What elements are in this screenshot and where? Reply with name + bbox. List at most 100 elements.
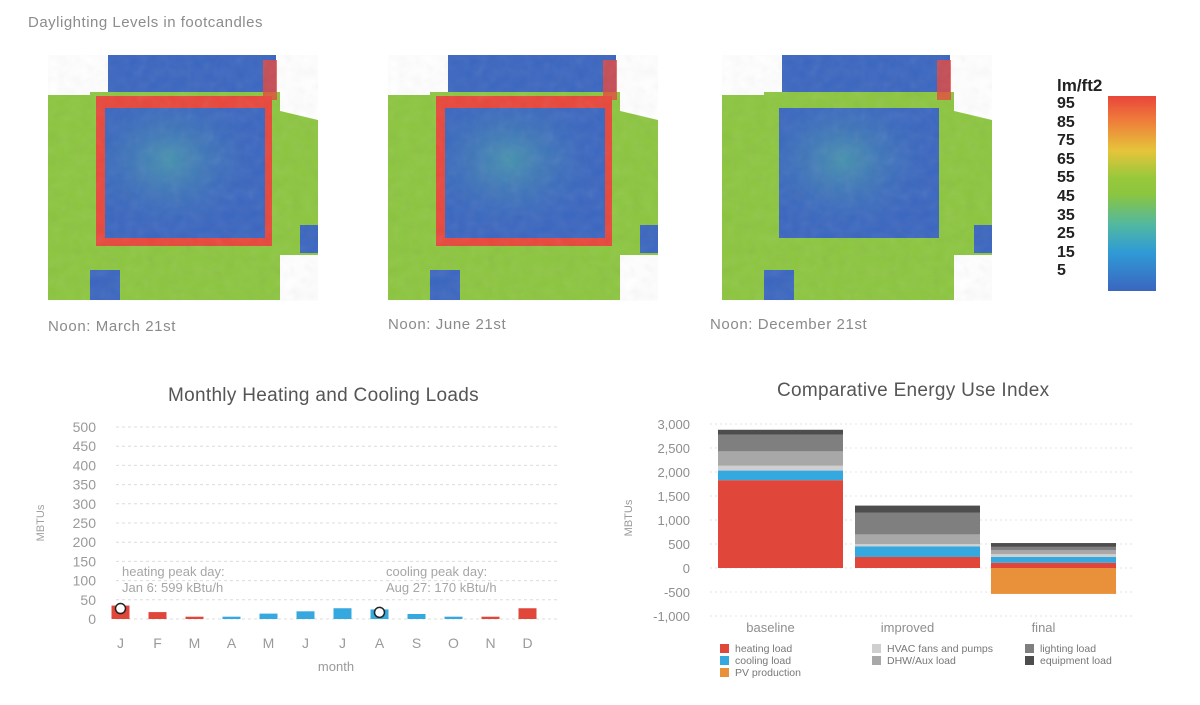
legend-tick-15: 15 [1057, 243, 1075, 261]
x-tick-label: D [522, 635, 532, 651]
heating-bar-M [185, 616, 204, 619]
legend-tick-45: 45 [1057, 188, 1075, 205]
x-tick-label: final [1032, 620, 1056, 635]
legend-label: PV production [735, 667, 801, 679]
y-tick-label: 0 [683, 561, 690, 576]
heating-bar-F [148, 612, 167, 619]
legend-tick-95: 95 [1057, 95, 1075, 112]
y-axis-label: MBTUs [623, 499, 635, 536]
caption-march: Noon: March 21st [48, 318, 176, 335]
y-tick-label: 250 [73, 515, 97, 531]
daylight-map-december [722, 55, 992, 301]
legend-tick-55: 55 [1057, 169, 1075, 187]
peak-annotation-title: heating peak day: [122, 564, 225, 579]
segment-pv-production-final [991, 568, 1116, 594]
legend-swatch [720, 644, 729, 653]
x-tick-label: A [227, 635, 237, 651]
eui-chart-title: Comparative Energy Use Index [777, 380, 1050, 401]
segment-heating-load-improved [855, 556, 980, 568]
cooling-bar-J [333, 608, 352, 619]
segment-cooling-load-baseline [718, 470, 843, 481]
legend-tick-65: 65 [1057, 150, 1075, 168]
y-tick-label: 1,500 [657, 489, 690, 504]
heating-bar-D [518, 608, 537, 619]
y-tick-label: 100 [73, 573, 97, 589]
legend-swatch [872, 656, 881, 665]
segment-hvac-fans-and-pumps-improved [855, 544, 980, 547]
segment-equipment-load-baseline [718, 429, 843, 435]
daylight-map-june [388, 55, 658, 301]
cooling-bar-O [444, 616, 463, 619]
cooling-bar-S [407, 614, 426, 619]
legend-tick-75: 75 [1057, 132, 1075, 150]
segment-cooling-load-improved [855, 546, 980, 557]
segment-dhw-aux-load-final [991, 550, 1116, 555]
daylight-map-march [48, 55, 318, 301]
y-tick-label: 2,500 [657, 441, 690, 456]
x-tick-label: N [485, 635, 495, 651]
legend-swatch [720, 668, 729, 677]
legend-unit: lm/ft2 [1057, 76, 1103, 95]
y-tick-label: -1,000 [653, 609, 690, 624]
y-tick-label: 50 [80, 592, 96, 608]
y-tick-label: 0 [88, 611, 96, 627]
cooling-bar-J [296, 611, 315, 619]
energy-use-index-chart: 3,000 2,500 2,000 1,500 1,000 500 0 -500 -1,000 M… [623, 417, 1132, 679]
segment-equipment-load-final [991, 543, 1116, 547]
y-axis-label: MBTUs [35, 504, 47, 541]
legend-label: cooling load [735, 655, 791, 667]
x-tick-label: S [412, 635, 421, 651]
peak-annotation-title: cooling peak day: [386, 564, 487, 579]
y-tick-label: 400 [73, 457, 97, 473]
legend-tick-5: 5 [1057, 262, 1066, 280]
x-tick-label: J [117, 635, 124, 651]
segment-equipment-load-improved [855, 505, 980, 513]
legend-label: equipment load [1040, 655, 1112, 667]
legend-tick-25: 25 [1057, 225, 1075, 243]
segment-heating-load-final [991, 562, 1116, 568]
legend-tick-85: 85 [1057, 113, 1075, 131]
y-tick-label: 300 [73, 496, 97, 512]
caption-december: Noon: December 21st [710, 316, 868, 333]
monthly-chart-title: Monthly Heating and Cooling Loads [168, 385, 479, 406]
legend-swatch [1025, 644, 1034, 653]
x-tick-label: M [189, 635, 201, 651]
x-axis-label: month [318, 659, 354, 674]
segment-hvac-fans-and-pumps-baseline [718, 465, 843, 471]
legend-tick-35: 35 [1057, 206, 1075, 224]
legend-swatch [720, 656, 729, 665]
segment-cooling-load-final [991, 556, 1116, 563]
legend-swatch [1025, 656, 1034, 665]
legend-label: heating load [735, 643, 792, 655]
y-tick-label: 500 [73, 419, 97, 435]
segment-lighting-load-improved [855, 512, 980, 535]
x-tick-label: F [153, 635, 162, 651]
y-tick-label: -500 [664, 585, 690, 600]
x-tick-label: A [375, 635, 385, 651]
legend-label: lighting load [1040, 643, 1096, 655]
segment-lighting-load-final [991, 546, 1116, 551]
peak-marker [373, 606, 386, 619]
segment-lighting-load-baseline [718, 434, 843, 452]
segment-dhw-aux-load-improved [855, 534, 980, 544]
x-tick-label: improved [881, 620, 934, 635]
x-tick-label: J [339, 635, 346, 651]
cooling-bar-M [259, 613, 278, 619]
x-tick-label: baseline [746, 620, 794, 635]
y-tick-label: 2,000 [657, 465, 690, 480]
legend-label: HVAC fans and pumps [887, 643, 993, 655]
cooling-bar-A [222, 616, 241, 619]
x-tick-label: M [263, 635, 275, 651]
legend-swatch [872, 644, 881, 653]
y-tick-label: 500 [668, 537, 690, 552]
color-scale-bar [1108, 96, 1156, 291]
x-tick-label: J [302, 635, 309, 651]
y-tick-label: 200 [73, 534, 97, 550]
peak-annotation-value: Aug 27: 170 kBtu/h [386, 580, 497, 595]
segment-dhw-aux-load-baseline [718, 451, 843, 466]
page-title: Daylighting Levels in footcandles [28, 14, 263, 31]
y-tick-label: 1,000 [657, 513, 690, 528]
y-tick-label: 150 [73, 553, 97, 569]
peak-annotation-value: Jan 6: 599 kBtu/h [122, 580, 223, 595]
